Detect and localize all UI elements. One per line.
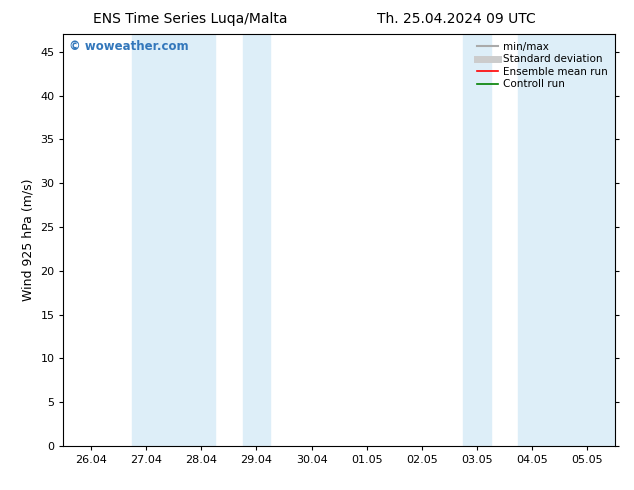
Legend: min/max, Standard deviation, Ensemble mean run, Controll run: min/max, Standard deviation, Ensemble me… [475, 40, 610, 92]
Text: Th. 25.04.2024 09 UTC: Th. 25.04.2024 09 UTC [377, 12, 536, 26]
Bar [133, 34, 215, 446]
Text: © woweather.com: © woweather.com [69, 41, 188, 53]
Bar [243, 34, 270, 446]
Text: ENS Time Series Luqa/Malta: ENS Time Series Luqa/Malta [93, 12, 287, 26]
Y-axis label: Wind 925 hPa (m/s): Wind 925 hPa (m/s) [22, 179, 35, 301]
Bar [463, 34, 491, 446]
Bar [519, 34, 615, 446]
